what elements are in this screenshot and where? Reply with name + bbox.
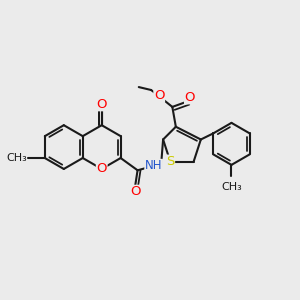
Text: O: O — [154, 89, 164, 102]
Text: CH₃: CH₃ — [7, 153, 27, 163]
Text: O: O — [97, 163, 107, 176]
Text: NH: NH — [145, 159, 162, 172]
Text: O: O — [97, 98, 107, 111]
Text: CH₃: CH₃ — [221, 182, 242, 192]
Text: O: O — [184, 91, 195, 104]
Text: O: O — [130, 185, 140, 198]
Text: S: S — [166, 155, 175, 168]
